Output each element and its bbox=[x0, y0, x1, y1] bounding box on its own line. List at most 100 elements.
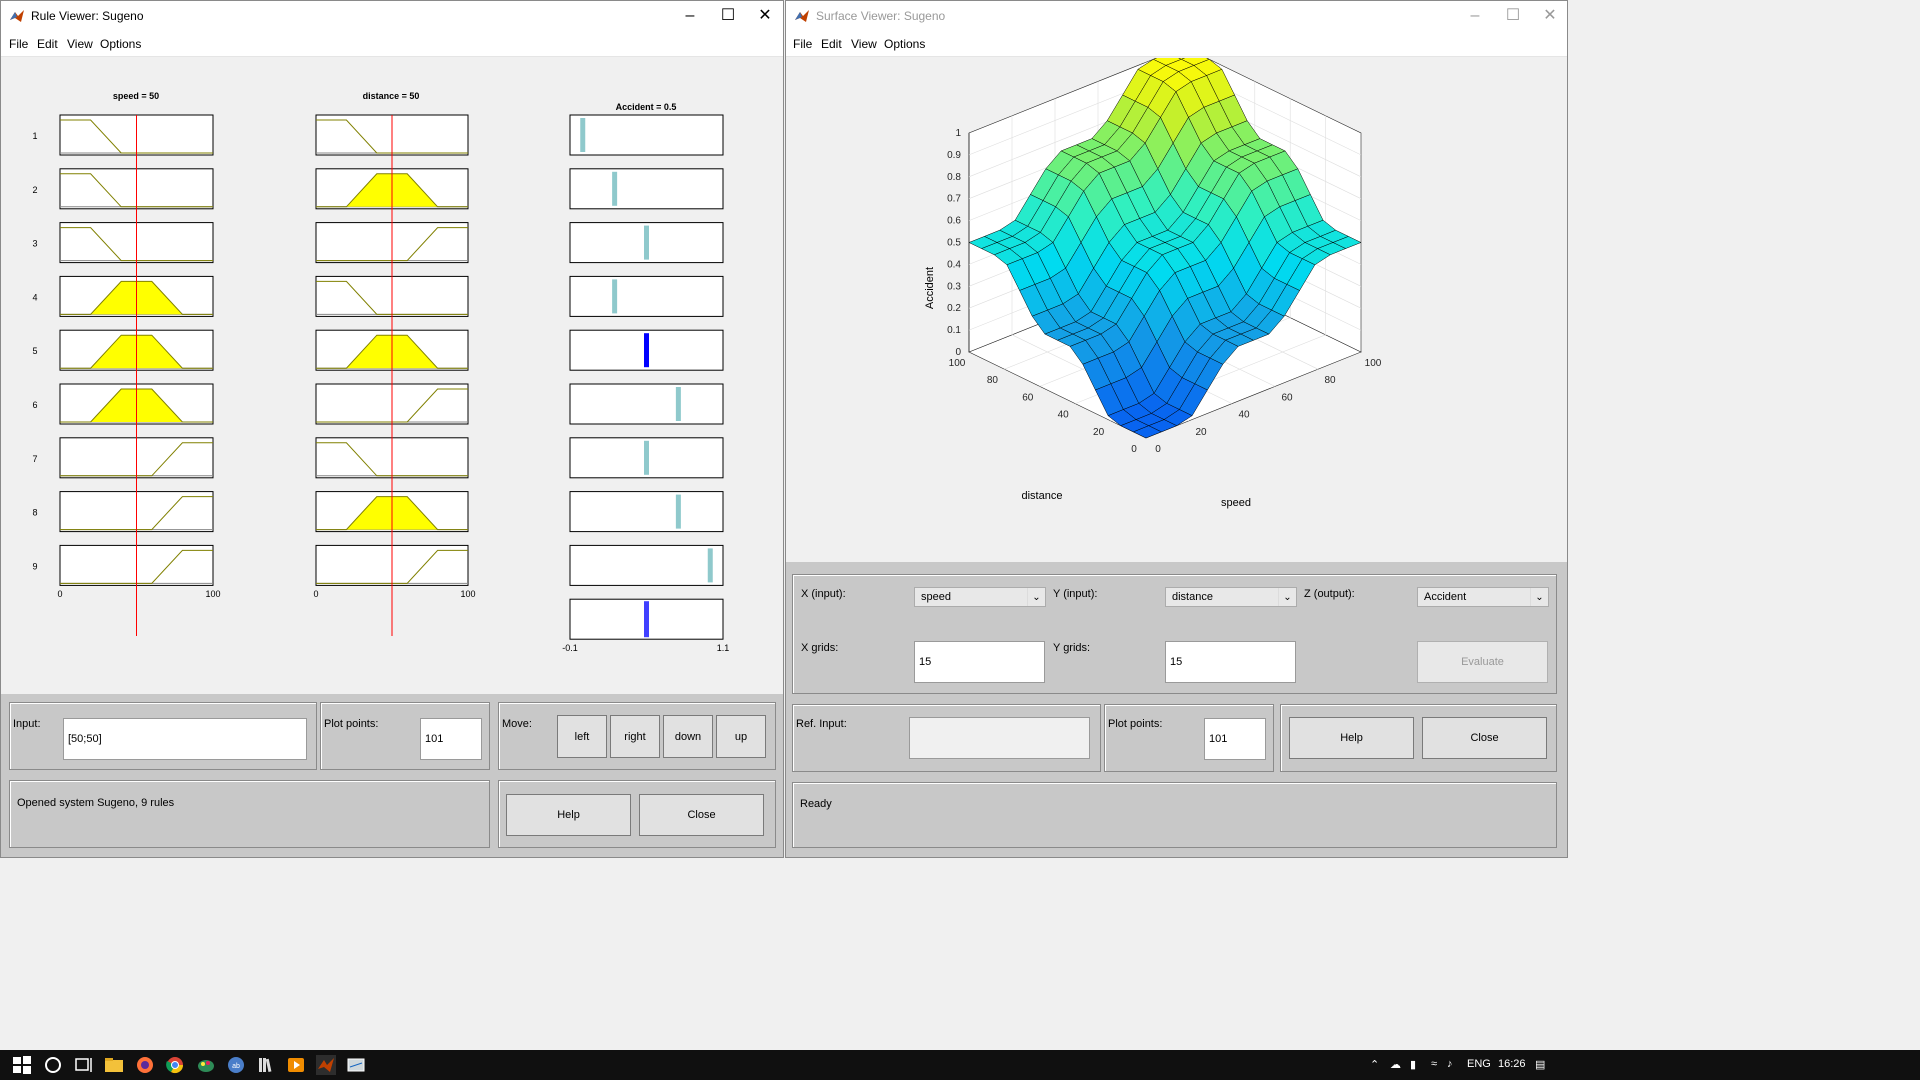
evaluate-button[interactable]: Evaluate bbox=[1417, 641, 1548, 683]
help-button[interactable]: Help bbox=[506, 794, 631, 836]
rule-number: 1 bbox=[32, 131, 37, 141]
input-field[interactable]: [50;50] bbox=[63, 718, 307, 760]
y-input-value: distance bbox=[1172, 591, 1213, 603]
media-player-icon[interactable] bbox=[286, 1055, 306, 1075]
output-box bbox=[569, 491, 724, 533]
task-view-icon[interactable] bbox=[74, 1055, 94, 1075]
chrome-icon[interactable] bbox=[165, 1055, 185, 1075]
output-bar bbox=[675, 494, 681, 529]
menu-edit[interactable]: Edit bbox=[821, 37, 842, 51]
close-button[interactable]: Close bbox=[1422, 717, 1547, 759]
volume-icon[interactable]: ♪ bbox=[1447, 1058, 1453, 1070]
matlab-taskbar-icon[interactable] bbox=[316, 1055, 336, 1075]
move-group: Move: left right down up bbox=[498, 702, 776, 770]
z-output-select[interactable]: Accident ⌄ bbox=[1417, 587, 1549, 607]
chevron-down-icon: ⌄ bbox=[1278, 588, 1296, 606]
plot-points-field[interactable]: 101 bbox=[1204, 718, 1266, 760]
z-tick-label: 0.7 bbox=[947, 194, 961, 205]
x-tick-label: 40 bbox=[1238, 410, 1250, 421]
maximize-icon[interactable]: ☐ bbox=[1505, 7, 1521, 24]
cloud-icon[interactable]: ☁ bbox=[1390, 1059, 1401, 1071]
language-indicator[interactable]: ENG bbox=[1467, 1058, 1491, 1070]
z-tick-label: 0.8 bbox=[947, 172, 961, 183]
y-grids-label: Y grids: bbox=[1053, 642, 1091, 654]
help-button[interactable]: Help bbox=[1289, 717, 1414, 759]
y-tick-label: 20 bbox=[1093, 427, 1105, 438]
x-tick-label: 80 bbox=[1324, 375, 1336, 386]
surface-patch bbox=[1178, 58, 1186, 60]
ref-input-field[interactable] bbox=[909, 717, 1090, 759]
paint-icon[interactable] bbox=[196, 1055, 216, 1075]
menu-options[interactable]: Options bbox=[100, 37, 142, 51]
firefox-icon[interactable] bbox=[135, 1055, 155, 1075]
battery-icon[interactable]: ▮ bbox=[1410, 1059, 1417, 1071]
wifi-icon[interactable]: ≈ bbox=[1431, 1058, 1438, 1070]
x-tick-label: 100 bbox=[1365, 358, 1382, 369]
distance-mf-curve bbox=[316, 549, 468, 584]
status-group: Opened system Sugeno, 9 rules bbox=[9, 780, 490, 848]
y-tick-label: 0 bbox=[1131, 444, 1137, 455]
move-left-button[interactable]: left bbox=[557, 715, 607, 758]
distance-mf-curve bbox=[316, 119, 468, 154]
x-tick-label: 60 bbox=[1281, 392, 1293, 403]
app-icon[interactable]: ab bbox=[226, 1055, 246, 1075]
fuzzy-tool-icon[interactable] bbox=[346, 1055, 366, 1075]
menu-file[interactable]: File bbox=[793, 37, 813, 51]
y-tick-label: 60 bbox=[1022, 392, 1034, 403]
y-grids-field[interactable]: 15 bbox=[1165, 641, 1296, 683]
output-box bbox=[569, 544, 724, 586]
maximize-icon[interactable]: ☐ bbox=[720, 7, 736, 24]
x-axis-label: speed bbox=[1221, 497, 1251, 509]
chevron-up-icon[interactable]: ⌃ bbox=[1370, 1059, 1380, 1071]
output-bar bbox=[675, 387, 681, 421]
close-icon[interactable]: ✕ bbox=[1543, 7, 1557, 24]
output-bar bbox=[644, 333, 649, 368]
x-input-select[interactable]: speed ⌄ bbox=[914, 587, 1046, 607]
move-up-button[interactable]: up bbox=[716, 715, 766, 758]
surface-plot[interactable]: 0 0.1 0.2 0.3 0.4 0.5 0.6 0.7 0.8 0.9 1 0 20 40 60 80 10… bbox=[786, 58, 1567, 561]
surface-patch bbox=[1132, 425, 1163, 439]
menu-edit[interactable]: Edit bbox=[37, 37, 58, 51]
speed-title: speed = 50 bbox=[113, 91, 159, 101]
speed-mf-curve bbox=[60, 496, 213, 531]
chevron-down-icon: ⌄ bbox=[1027, 588, 1045, 606]
distance-axis-min: 0 bbox=[313, 589, 318, 599]
y-input-select[interactable]: distance ⌄ bbox=[1165, 587, 1297, 607]
clock[interactable]: 16:26 bbox=[1498, 1058, 1526, 1070]
notification-icon[interactable]: ▤ bbox=[1535, 1059, 1546, 1071]
matlab-icon bbox=[795, 10, 809, 22]
menu-file[interactable]: File bbox=[9, 37, 29, 51]
close-button[interactable]: Close bbox=[639, 794, 764, 836]
distance-title: distance = 50 bbox=[363, 91, 420, 101]
library-icon[interactable] bbox=[256, 1055, 276, 1075]
input-label: Input: bbox=[13, 718, 41, 730]
title-bar[interactable]: Surface Viewer: Sugeno – ☐ ✕ bbox=[786, 1, 1567, 31]
minimize-icon[interactable]: – bbox=[1470, 7, 1480, 24]
x-grids-field[interactable]: 15 bbox=[914, 641, 1045, 683]
matlab-icon bbox=[10, 10, 24, 22]
z-tick-label: 0.5 bbox=[947, 238, 961, 249]
speed-mf-curve bbox=[60, 442, 213, 477]
plot-points-group: Plot points: 101 bbox=[1104, 704, 1274, 772]
xyz-group: X (input): speed ⌄ Y (input): distance ⌄ Z… bbox=[792, 574, 1557, 694]
taskbar: ab ⌃ ☁ ▮ ≈ ♪ ENG 16:26 ▤ bbox=[0, 1050, 1920, 1080]
search-icon[interactable] bbox=[43, 1055, 63, 1075]
windows-start-icon[interactable] bbox=[12, 1055, 32, 1075]
plot-points-field[interactable]: 101 bbox=[420, 718, 482, 760]
minimize-icon[interactable]: – bbox=[685, 7, 695, 24]
move-down-button[interactable]: down bbox=[663, 715, 713, 758]
close-icon[interactable]: ✕ bbox=[758, 7, 772, 24]
menu-view[interactable]: View bbox=[851, 37, 877, 51]
help-close-group: Help Close bbox=[1280, 704, 1557, 772]
output-box bbox=[569, 275, 724, 317]
move-right-button[interactable]: right bbox=[610, 715, 660, 758]
y-input-label: Y (input): bbox=[1053, 588, 1098, 600]
rule-plots[interactable]: speed = 50 distance = 50 Accident = 0.5 … bbox=[1, 58, 783, 693]
menu-view[interactable]: View bbox=[67, 37, 93, 51]
file-explorer-icon[interactable] bbox=[104, 1055, 124, 1075]
rule-viewer-client: speed = 50 distance = 50 Accident = 0.5 … bbox=[1, 58, 783, 857]
title-bar[interactable]: Rule Viewer: Sugeno – ☐ ✕ bbox=[1, 1, 783, 31]
window-title: Rule Viewer: Sugeno bbox=[31, 9, 144, 23]
menu-options[interactable]: Options bbox=[884, 37, 926, 51]
output-box bbox=[569, 168, 724, 210]
